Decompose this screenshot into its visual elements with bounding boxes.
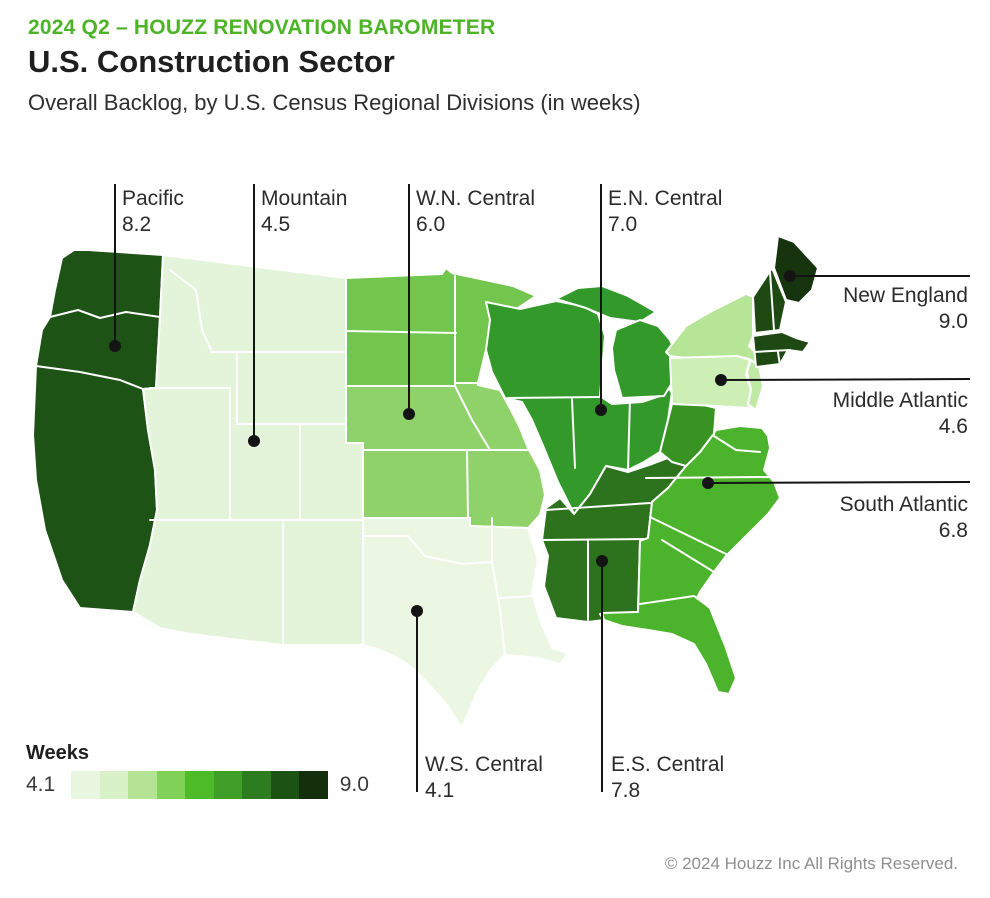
legend-swatch [270,771,300,799]
legend-swatch [213,771,243,799]
callout-middle-atlantic: Middle Atlantic 4.6 [833,388,968,440]
border-id-mt [169,269,213,353]
legend-max-label: 9.0 [339,773,369,796]
border-wi-il [507,396,601,399]
border-ct-ri [777,351,781,367]
callout-south-atlantic-value: 6.8 [938,519,968,542]
callout-ws-central: W.S. Central 4.1 [425,752,543,804]
leader-dot-pacific [109,340,121,352]
callout-ws-central-name: W.S. Central [425,753,543,776]
region-mountain [132,254,364,646]
callout-leaders [109,184,971,792]
callout-ws-central-value: 4.1 [425,779,455,802]
legend-min-label: 4.1 [26,773,56,796]
legend-swatch [185,771,214,799]
callout-mountain: Mountain 4.5 [261,186,347,238]
border-nd-sd [345,330,457,334]
callout-middle-atlantic-value: 4.6 [938,415,968,438]
legend-swatch [99,771,129,799]
legend-swatch [71,771,100,799]
report-eyebrow: 2024 Q2 – HOUZZ RENOVATION BAROMETER [28,16,496,39]
division-new-england [752,235,819,368]
callout-mountain-value: 4.5 [261,213,291,236]
page-subtitle: Overall Backlog, by U.S. Census Regional… [28,90,641,115]
copyright-notice: © 2024 Houzz Inc All Rights Reserved. [664,854,958,873]
leader-middle-atlantic [720,378,971,381]
division-mountain [132,254,364,646]
state-pennsylvania [669,355,753,409]
callout-south-atlantic-name: South Atlantic [839,493,968,516]
division-middle-atlantic [665,293,774,411]
border-wa-or [49,309,161,319]
callout-new-england-value: 9.0 [938,310,968,333]
leader-dot-mountain [248,435,260,447]
callout-es-central-value: 7.8 [611,779,641,802]
border-il-in [571,398,576,469]
callout-en-central: E.N. Central 7.0 [608,186,722,238]
state-maine [773,235,819,304]
callout-es-central: E.S. Central 7.8 [611,752,724,804]
border-or-ca [35,365,144,390]
leader-dot-ws-central [411,605,423,617]
region-satl [601,425,781,695]
callout-es-central-name: E.S. Central [611,753,725,776]
border-tx-ar-la [491,561,506,656]
callout-wn-central-value: 6.0 [416,213,446,236]
legend-swatch [299,771,328,799]
leader-dot-en-central [595,404,607,416]
border-vt-nh [769,271,775,331]
page-title: U.S. Construction Sector [28,44,395,79]
callout-wn-central-name: W.N. Central [416,187,536,210]
border-in-oh [627,397,631,471]
callout-middle-atlantic-name: Middle Atlantic [832,389,968,412]
legend-swatches [71,771,328,799]
state-michigan-lower [611,319,679,399]
callout-pacific-name: Pacific [122,187,184,210]
legend-swatch [128,771,157,799]
state-west-virginia [659,403,717,467]
legend-swatch [156,771,186,799]
legend-title: Weeks [26,742,90,764]
border-ga-fl [639,595,709,607]
callout-mountain-name: Mountain [261,187,348,210]
state-michigan-upper [555,285,657,323]
leader-dot-wn-central [403,408,415,420]
legend-swatch [242,771,271,799]
callout-south-atlantic: South Atlantic 6.8 [840,492,968,544]
border-ne-ia [454,385,491,451]
callout-pacific: Pacific 8.2 [122,186,184,238]
border-ks-mo [466,449,469,519]
callout-new-england-name: New England [843,284,968,307]
border-tn-south [541,538,649,541]
callout-en-central-value: 7.0 [608,213,638,236]
border-sc-ga [661,539,715,573]
state-new-jersey [746,359,764,411]
callout-wn-central: W.N. Central 6.0 [416,186,535,238]
states-vt-nh [752,267,787,334]
leader-south-atlantic [707,481,971,484]
leader-dot-middle-atlantic [715,374,727,386]
leader-dot-south-atlantic [702,477,714,489]
callout-en-central-name: E.N. Central [608,187,723,210]
border-nc-sc [649,516,727,555]
leader-dot-new-england [784,270,796,282]
region-wsc [362,517,569,729]
callout-new-england: New England 9.0 [843,283,968,335]
division-ws-central [362,517,569,729]
border-ma-ct [753,349,791,353]
division-pacific [32,249,164,613]
legend: 4.1 9.0 [26,771,369,799]
leader-dot-es-central [596,555,608,567]
border-ok-tx [407,535,493,565]
border-ky-tn [545,502,651,511]
region-pacific [32,249,164,613]
border-md-va [713,435,761,453]
callout-pacific-value: 8.2 [122,213,152,236]
border-ar-la [499,595,533,599]
division-south-atlantic [601,403,781,695]
